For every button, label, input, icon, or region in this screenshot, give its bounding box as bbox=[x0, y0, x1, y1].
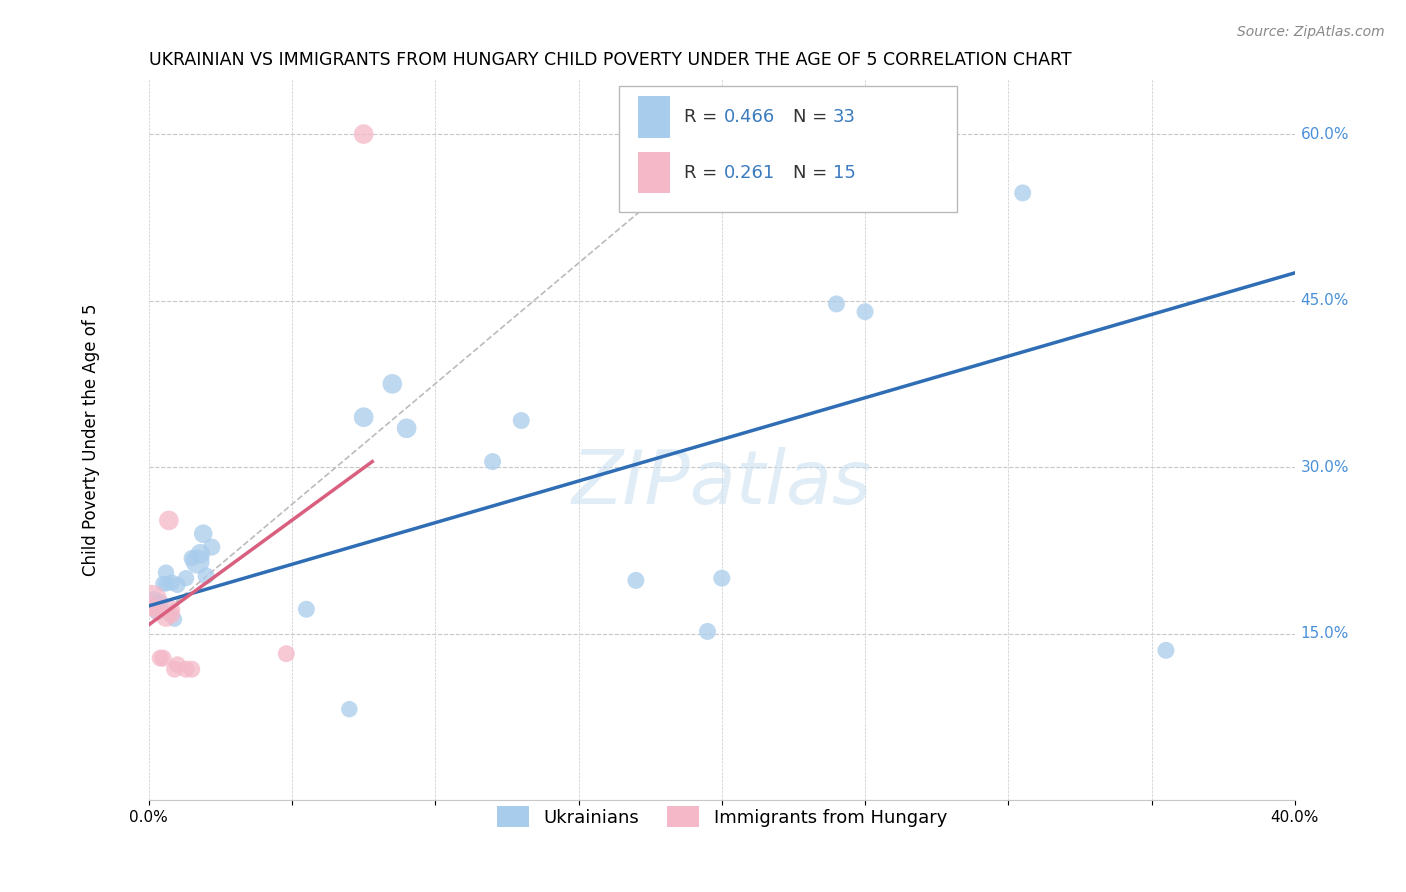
Point bbox=[149, 651, 172, 665]
Text: 15.0%: 15.0% bbox=[1301, 626, 1348, 641]
Text: Child Poverty Under the Age of 5: Child Poverty Under the Age of 5 bbox=[83, 303, 100, 575]
Point bbox=[510, 413, 533, 427]
Point bbox=[295, 602, 318, 616]
Text: ZIPatlas: ZIPatlas bbox=[572, 447, 872, 518]
Point bbox=[353, 410, 375, 425]
Point bbox=[155, 610, 177, 624]
Point bbox=[174, 571, 197, 585]
Text: N =: N = bbox=[793, 163, 832, 182]
Point bbox=[157, 513, 180, 527]
Text: R =: R = bbox=[683, 163, 723, 182]
Point bbox=[152, 576, 174, 591]
Point bbox=[155, 576, 177, 591]
FancyBboxPatch shape bbox=[638, 95, 671, 137]
Text: N =: N = bbox=[793, 108, 832, 126]
Point bbox=[163, 662, 186, 676]
Point bbox=[160, 602, 183, 616]
Point bbox=[825, 297, 848, 311]
Text: 0.261: 0.261 bbox=[724, 163, 775, 182]
Point bbox=[146, 599, 169, 613]
Legend: Ukrainians, Immigrants from Hungary: Ukrainians, Immigrants from Hungary bbox=[489, 799, 955, 835]
Point bbox=[395, 421, 418, 435]
Text: 15: 15 bbox=[832, 163, 856, 182]
Point bbox=[696, 624, 718, 639]
Point bbox=[160, 607, 183, 622]
Point bbox=[155, 566, 177, 580]
Point bbox=[180, 662, 202, 676]
Point bbox=[195, 569, 218, 583]
Text: UKRAINIAN VS IMMIGRANTS FROM HUNGARY CHILD POVERTY UNDER THE AGE OF 5 CORRELATIO: UKRAINIAN VS IMMIGRANTS FROM HUNGARY CHI… bbox=[149, 51, 1071, 69]
Point bbox=[276, 647, 298, 661]
Point bbox=[149, 596, 172, 610]
Point bbox=[174, 662, 197, 676]
Text: 45.0%: 45.0% bbox=[1301, 293, 1348, 308]
Text: Source: ZipAtlas.com: Source: ZipAtlas.com bbox=[1237, 25, 1385, 39]
Point bbox=[337, 702, 360, 716]
Point bbox=[141, 593, 163, 607]
Point bbox=[166, 657, 188, 672]
Point bbox=[710, 571, 733, 585]
Point bbox=[166, 578, 188, 592]
Point bbox=[1011, 186, 1033, 200]
Point bbox=[190, 547, 212, 561]
Text: 0.466: 0.466 bbox=[724, 108, 775, 126]
Text: 30.0%: 30.0% bbox=[1301, 459, 1350, 475]
Point bbox=[201, 540, 224, 554]
Text: R =: R = bbox=[683, 108, 723, 126]
Point bbox=[160, 575, 183, 590]
Text: 60.0%: 60.0% bbox=[1301, 127, 1350, 142]
Point bbox=[157, 607, 180, 621]
Point bbox=[146, 605, 169, 619]
Point bbox=[186, 555, 208, 569]
Point bbox=[624, 574, 647, 588]
Point bbox=[193, 526, 215, 541]
Point bbox=[853, 304, 876, 318]
Point bbox=[152, 651, 174, 665]
Point bbox=[180, 551, 202, 566]
Point bbox=[163, 612, 186, 626]
FancyBboxPatch shape bbox=[638, 152, 671, 194]
Point bbox=[353, 127, 375, 141]
Point bbox=[146, 605, 169, 619]
Text: 33: 33 bbox=[832, 108, 856, 126]
FancyBboxPatch shape bbox=[619, 86, 956, 212]
Point bbox=[381, 376, 404, 391]
Point bbox=[481, 454, 503, 468]
Point bbox=[141, 599, 163, 613]
Point bbox=[143, 593, 166, 607]
Point bbox=[143, 599, 166, 613]
Point bbox=[1154, 643, 1177, 657]
